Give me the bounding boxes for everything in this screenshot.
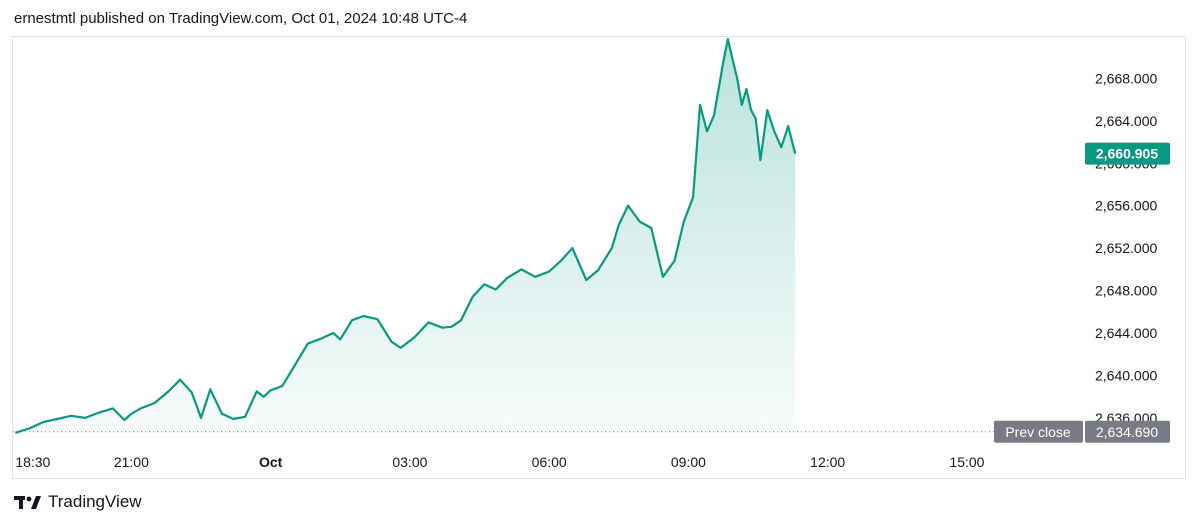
- prev-close-title-bg: [994, 420, 1083, 443]
- x-tick-label: 03:00: [392, 454, 427, 470]
- x-tick-label: 18:30: [15, 454, 50, 470]
- x-tick-label: 09:00: [671, 454, 706, 470]
- y-tick-label: 2,640.000: [1095, 367, 1157, 383]
- price-area-chart[interactable]: 2,636.0002,640.0002,644.0002,648.0002,65…: [13, 37, 1187, 480]
- y-tick-label: 2,656.000: [1095, 198, 1157, 214]
- y-axis: 2,636.0002,640.0002,644.0002,648.0002,65…: [1095, 70, 1157, 426]
- x-tick-label: 06:00: [532, 454, 567, 470]
- last-price-tag-bg: [1085, 142, 1170, 165]
- y-tick-label: 2,648.000: [1095, 283, 1157, 299]
- brand-name: TradingView: [48, 492, 142, 511]
- prev-close-value-bg: [1085, 420, 1170, 443]
- footer-brand: TradingView: [14, 492, 142, 512]
- y-tick-label: 2,668.000: [1095, 70, 1157, 86]
- y-tick-label: 2,644.000: [1095, 325, 1157, 341]
- prev-close-tag: Prev close 2,634.690: [994, 420, 1170, 443]
- chart-frame: 2,636.000 2,640.000 2,644.000 2,648.000 2,65…: [12, 36, 1186, 479]
- x-tick-label: Oct: [259, 454, 283, 470]
- x-tick-label: 15:00: [949, 454, 984, 470]
- x-axis: 18:30 21:00 Oct 03:00 06:00 09:00 12:00 15:00: [15, 454, 984, 470]
- prev-close-title: Prev close: [1005, 424, 1071, 440]
- price-area-fill: [15, 39, 796, 433]
- prev-close-value: 2,634.690: [1096, 424, 1158, 440]
- x-tick-label: 21:00: [114, 454, 149, 470]
- price-line-series: [14, 38, 797, 434]
- x-tick-label: 12:00: [810, 454, 845, 470]
- last-price-tag: 2,660.905: [1085, 142, 1170, 165]
- tradingview-logo-icon: [14, 496, 41, 509]
- last-price-label: 2,660.905: [1096, 146, 1158, 162]
- y-tick-label: 2,652.000: [1095, 240, 1157, 256]
- published-by-header: ernestmtl published on TradingView.com, …: [14, 10, 468, 27]
- y-tick-label: 2,664.000: [1095, 113, 1157, 129]
